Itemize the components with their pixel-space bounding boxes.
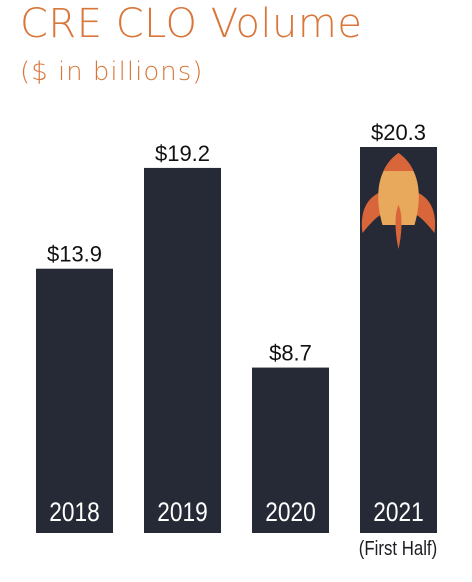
bar-2018 [36, 268, 113, 533]
value-label-2018: $13.9 [47, 242, 102, 267]
category-note-2021: (First Half) [358, 538, 438, 560]
rocket-icon [361, 153, 436, 249]
chart-title: CRE CLO Volume [20, 1, 363, 47]
value-label-2021: $20.3 [371, 120, 426, 145]
value-label-2020: $8.7 [269, 341, 312, 366]
rocket-right-fin-icon [416, 193, 436, 233]
labels-layer: $13.9 2018 $19.2 2019 $8.7 2020 $20.3 2021 [47, 120, 426, 527]
category-label-2019: 2019 [157, 497, 207, 527]
chart-subtitle: ($ in billions) [20, 57, 204, 87]
bar-2019 [144, 167, 221, 533]
rocket-center-fin-icon [395, 205, 402, 249]
bars-layer [36, 147, 437, 533]
rocket-nose-icon [383, 153, 414, 171]
category-label-2020: 2020 [265, 497, 315, 527]
category-label-2021: 2021 [373, 497, 423, 527]
bar-2020 [252, 367, 329, 533]
category-label-2018: 2018 [49, 497, 99, 527]
rocket-left-fin-icon [361, 193, 381, 233]
value-label-2019: $19.2 [155, 141, 210, 166]
